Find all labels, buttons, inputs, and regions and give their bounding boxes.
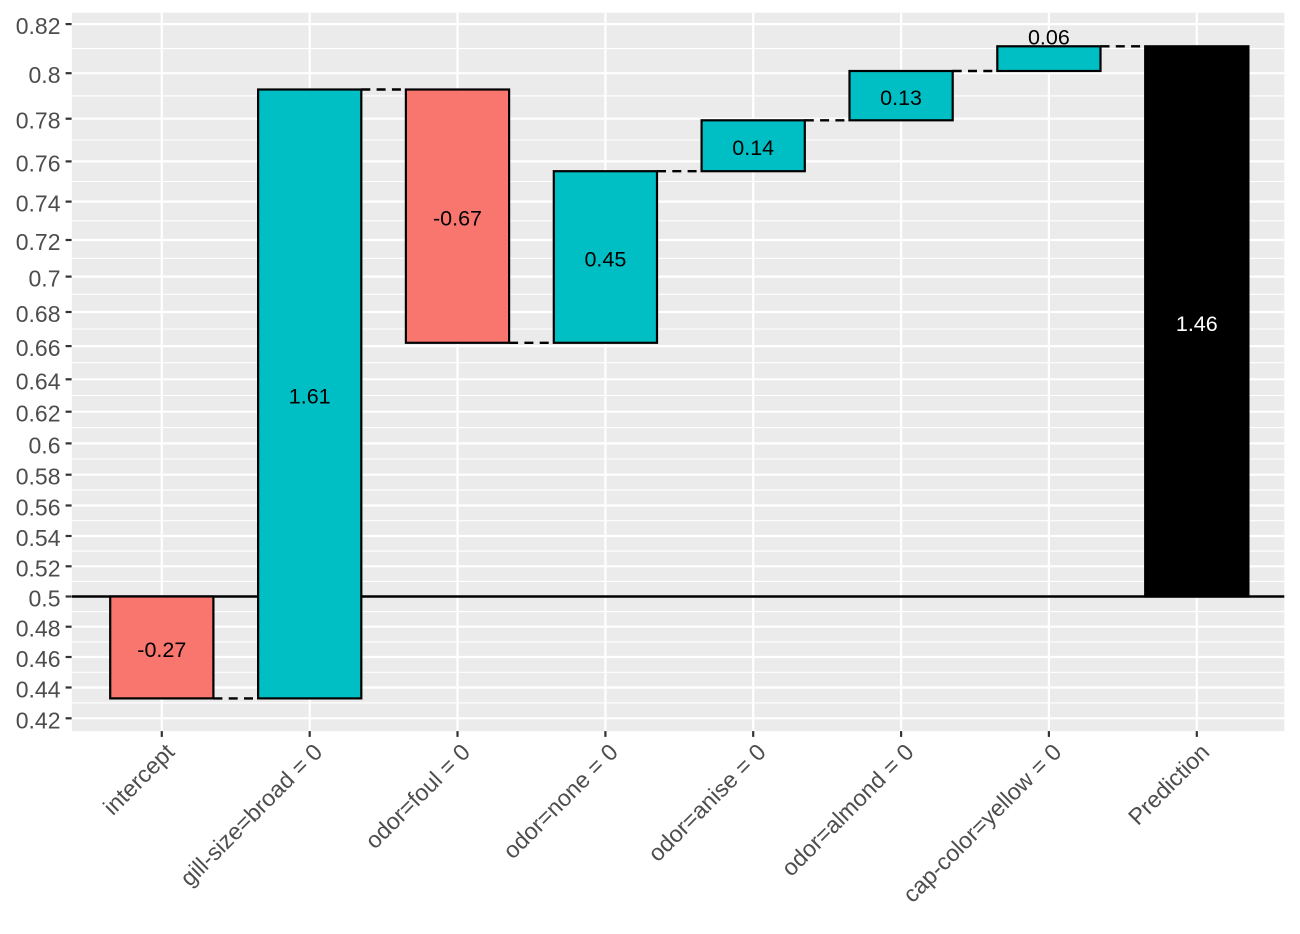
svg-text:0.52: 0.52 — [16, 555, 61, 581]
svg-text:0.78: 0.78 — [16, 108, 61, 134]
svg-text:0.42: 0.42 — [16, 707, 61, 733]
svg-text:0.5: 0.5 — [29, 586, 61, 612]
svg-text:0.76: 0.76 — [16, 150, 61, 176]
svg-text:0.82: 0.82 — [16, 13, 61, 39]
svg-text:-0.27: -0.27 — [137, 638, 186, 662]
svg-text:0.8: 0.8 — [29, 62, 61, 88]
svg-text:0.06: 0.06 — [1028, 26, 1070, 50]
svg-text:0.46: 0.46 — [16, 646, 61, 672]
svg-text:0.58: 0.58 — [16, 464, 61, 490]
svg-text:0.66: 0.66 — [16, 335, 61, 361]
svg-text:0.68: 0.68 — [16, 301, 61, 327]
svg-text:1.46: 1.46 — [1176, 312, 1218, 336]
svg-text:0.44: 0.44 — [16, 677, 61, 703]
svg-text:0.6: 0.6 — [29, 432, 61, 458]
svg-text:0.54: 0.54 — [16, 525, 61, 551]
svg-text:0.62: 0.62 — [16, 401, 61, 427]
svg-text:0.7: 0.7 — [29, 266, 61, 292]
svg-text:0.45: 0.45 — [584, 248, 626, 272]
svg-text:0.13: 0.13 — [880, 86, 922, 110]
svg-text:0.14: 0.14 — [732, 136, 774, 160]
svg-text:0.56: 0.56 — [16, 495, 61, 521]
svg-text:0.64: 0.64 — [16, 368, 61, 394]
svg-text:-0.67: -0.67 — [433, 207, 482, 231]
svg-text:0.48: 0.48 — [16, 616, 61, 642]
svg-text:0.74: 0.74 — [16, 191, 61, 217]
svg-text:1.61: 1.61 — [289, 385, 331, 409]
svg-text:0.72: 0.72 — [16, 229, 61, 255]
